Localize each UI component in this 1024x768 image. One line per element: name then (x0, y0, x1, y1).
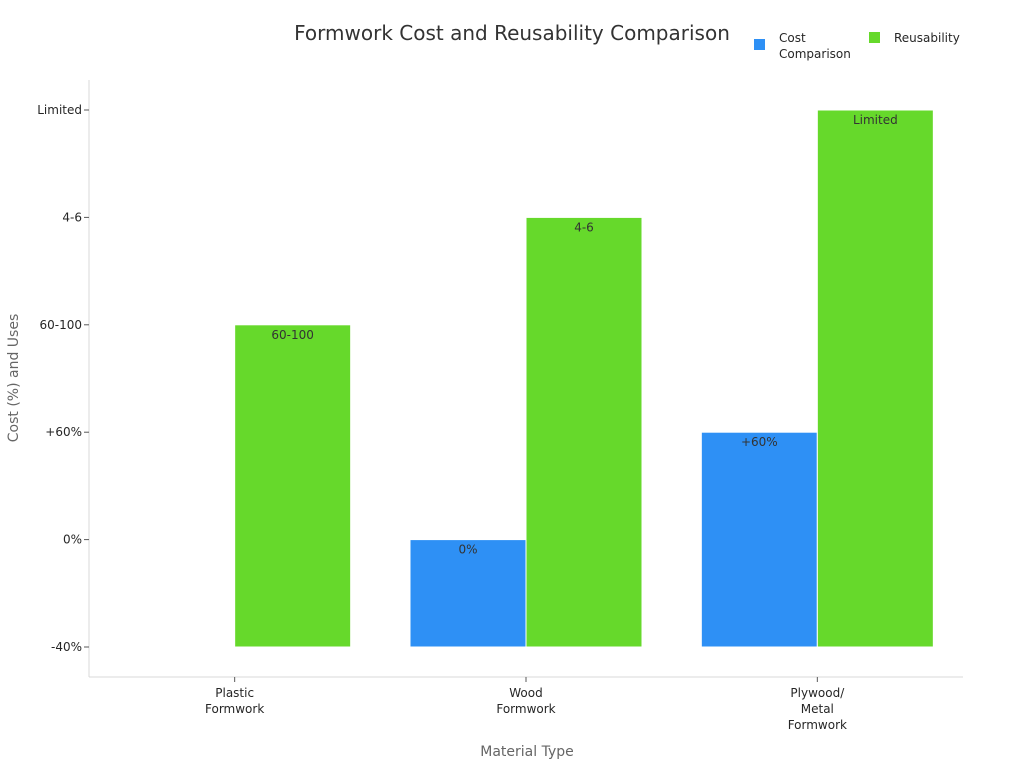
legend-swatch (754, 39, 765, 50)
x-tick-label: Plastic Formwork (205, 686, 264, 716)
bar (700, 431, 818, 648)
x-tick-label: Plywood/Metal Formwork (788, 686, 847, 732)
y-tick-label: 4-6 (62, 210, 82, 224)
bar-label: 4-6 (574, 220, 594, 234)
y-axis-title: Cost (%) and Uses (6, 314, 22, 443)
y-tick-label: +60% (45, 425, 82, 439)
bar-label: Limited (853, 113, 898, 127)
bar-label: 60-100 (271, 328, 314, 342)
bar-label: +60% (741, 435, 778, 449)
y-tick-label: Limited (37, 103, 82, 117)
legend-label: Reusability (894, 31, 960, 45)
y-tick-label: -40% (51, 640, 82, 654)
bar (525, 216, 643, 648)
legend-label: Cost Comparison (779, 31, 851, 61)
chart-title: Formwork Cost and Reusability Comparison (294, 21, 730, 45)
bar (234, 324, 352, 648)
legend-swatch (869, 32, 880, 43)
x-axis-title: Material Type (480, 744, 573, 760)
bar-label: 0% (458, 543, 477, 557)
bar (816, 109, 934, 648)
y-tick-label: 60-100 (39, 318, 82, 332)
x-tick-label: Wood Formwork (496, 686, 555, 716)
y-tick-label: 0% (63, 533, 82, 547)
